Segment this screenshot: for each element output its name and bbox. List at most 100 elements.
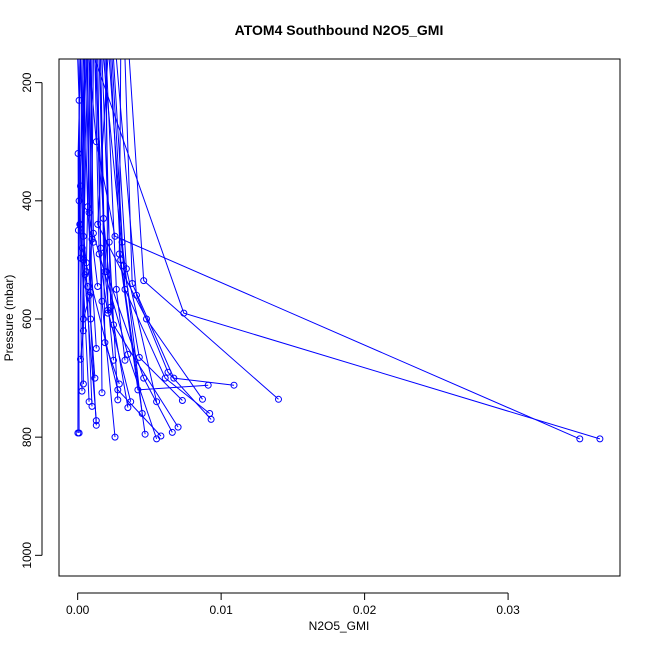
data-point <box>153 435 161 443</box>
data-point <box>117 256 125 264</box>
profile-line-38 <box>78 58 81 259</box>
x-tick-label: 0.03 <box>496 603 520 617</box>
x-axis-label: N2O5_GMI <box>309 619 370 633</box>
data-point <box>122 265 130 273</box>
data-point <box>91 374 99 382</box>
data-point <box>75 197 83 205</box>
chart-title: ATOM4 Southbound N2O5_GMI <box>235 22 444 38</box>
data-point <box>79 380 87 388</box>
data-point <box>112 285 120 293</box>
data-point <box>79 327 87 335</box>
data-point <box>101 268 109 276</box>
data-point <box>105 238 113 246</box>
data-point <box>128 280 136 287</box>
data-point <box>143 315 150 323</box>
x-tick-label: 0.01 <box>209 603 233 617</box>
profile-line-7 <box>111 58 211 414</box>
data-point <box>79 315 87 323</box>
data-point <box>207 415 215 423</box>
data-point <box>98 389 106 397</box>
profile-line-41 <box>80 58 86 360</box>
data-point <box>88 402 96 410</box>
data-point <box>111 433 119 441</box>
data-point <box>140 374 148 382</box>
y-axis-label: Pressure (mbar) <box>2 275 16 362</box>
data-point <box>92 417 100 425</box>
data-point <box>104 309 112 317</box>
profile-line-35 <box>94 58 109 314</box>
data-point <box>92 345 100 352</box>
data-point <box>230 381 238 389</box>
data-point <box>77 182 84 190</box>
data-point <box>100 215 107 222</box>
y-tick-label: 1000 <box>20 542 34 569</box>
y-axis: 200 400 600 800 1000 <box>20 72 43 569</box>
data-point <box>92 421 100 429</box>
data-point <box>81 271 89 279</box>
data-point <box>170 374 178 382</box>
profile-line-30 <box>110 58 146 435</box>
data-point <box>121 285 129 293</box>
data-point <box>199 395 206 403</box>
profile-line-37 <box>105 58 126 361</box>
data-point <box>153 398 161 406</box>
data-lines <box>77 58 601 440</box>
data-point <box>275 395 282 403</box>
data-point <box>94 220 102 228</box>
data-point <box>95 250 103 258</box>
profile-line-9 <box>118 58 209 391</box>
profile-line-5 <box>103 58 183 401</box>
data-points <box>74 96 604 443</box>
data-point <box>140 277 148 285</box>
profile-line-4 <box>98 58 179 428</box>
profile-line-10 <box>124 58 235 386</box>
data-point <box>174 423 182 431</box>
data-point <box>110 321 117 329</box>
data-point <box>78 387 86 395</box>
data-point <box>74 150 82 157</box>
profile-line-12 <box>88 58 580 440</box>
data-point <box>75 429 83 437</box>
data-point <box>115 380 123 388</box>
data-point <box>133 291 140 299</box>
data-point <box>127 398 135 406</box>
profile-line-14 <box>77 58 80 434</box>
profile-line-8 <box>115 58 212 420</box>
profile-line-22 <box>90 58 96 379</box>
data-point <box>98 297 106 305</box>
data-point <box>135 353 143 361</box>
data-point <box>180 309 188 317</box>
data-point <box>168 428 176 436</box>
data-point <box>82 259 90 267</box>
data-point <box>101 339 109 347</box>
data-point <box>104 306 112 314</box>
profile-line-13 <box>94 58 601 440</box>
data-point <box>87 315 95 323</box>
data-point <box>94 283 102 290</box>
data-point <box>141 430 149 438</box>
data-point <box>85 209 93 217</box>
profile-line-11 <box>128 58 279 400</box>
data-point <box>78 244 86 252</box>
data-point <box>79 232 87 240</box>
data-point <box>138 410 146 417</box>
data-point <box>77 254 84 262</box>
profile-line-36 <box>100 58 114 361</box>
data-point <box>164 368 172 376</box>
data-point <box>88 235 96 243</box>
profile-line-24 <box>97 58 103 393</box>
data-point <box>124 350 132 358</box>
data-point <box>92 138 100 146</box>
data-point <box>204 381 212 389</box>
data-point <box>77 355 84 363</box>
data-point <box>178 397 186 404</box>
data-point <box>75 96 83 104</box>
profile-line-31 <box>113 58 158 402</box>
data-point <box>121 356 129 364</box>
data-point <box>124 404 132 412</box>
y-tick-label: 400 <box>20 190 34 210</box>
data-point <box>84 283 92 290</box>
data-point <box>134 386 142 394</box>
data-point <box>114 396 122 404</box>
